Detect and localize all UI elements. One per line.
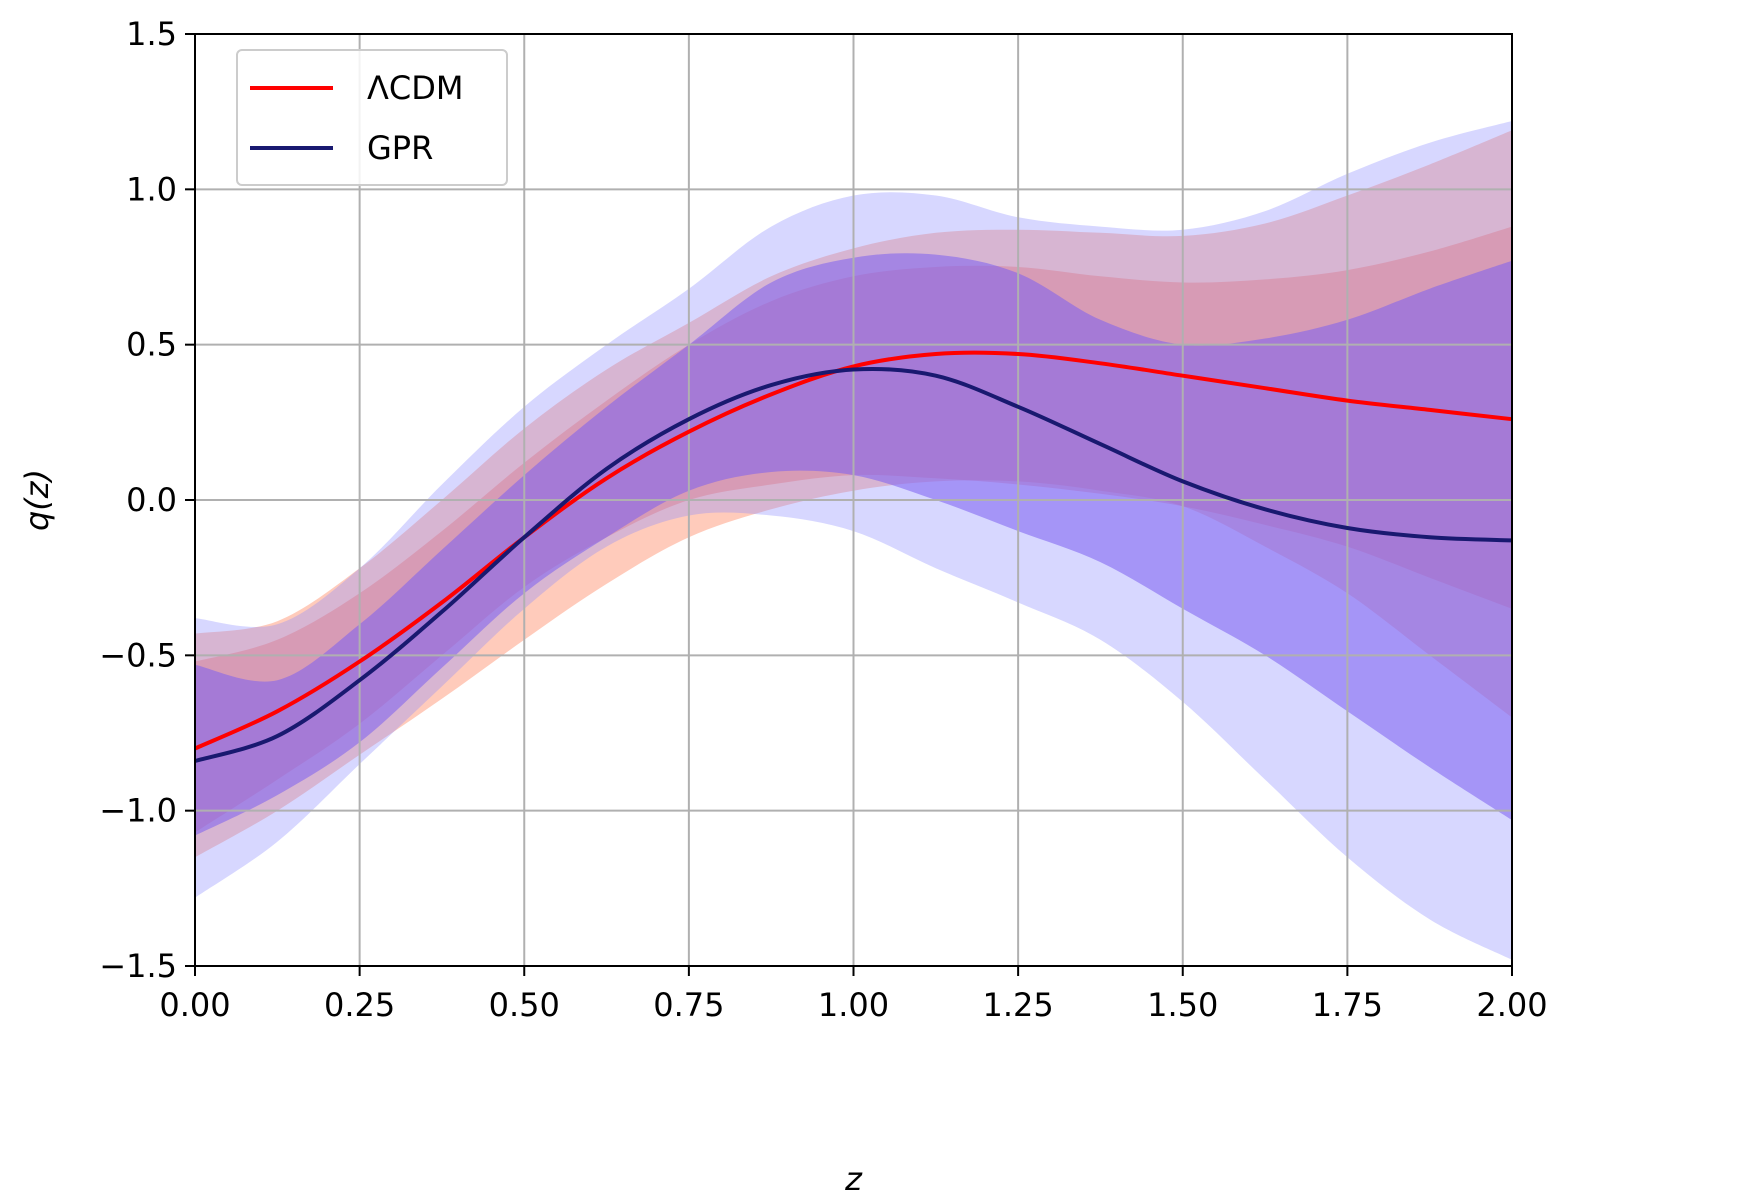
y-tick-label: 1.5 bbox=[126, 15, 177, 53]
x-tick-label: 1.25 bbox=[983, 986, 1054, 1024]
y-tick-label: −1.5 bbox=[99, 947, 177, 985]
y-tick-label: 1.0 bbox=[126, 170, 177, 208]
y-tick-label: 0.0 bbox=[126, 481, 177, 519]
x-tick-label: 0.75 bbox=[653, 986, 724, 1024]
x-tick-label: 1.50 bbox=[1147, 986, 1218, 1024]
legend-label-lcdm: ΛCDM bbox=[367, 69, 463, 107]
series-line-gpr bbox=[194, 366, 1513, 763]
legend-label-gpr: GPR bbox=[367, 129, 433, 167]
y-tick-label: −0.5 bbox=[99, 636, 177, 674]
x-tick-label: 1.75 bbox=[1312, 986, 1383, 1024]
series-lines bbox=[194, 350, 1513, 763]
x-axis-label: z bbox=[844, 1160, 863, 1198]
legend: ΛCDM GPR bbox=[236, 49, 508, 186]
y-tick-label: 0.5 bbox=[126, 326, 177, 364]
legend-box bbox=[236, 49, 508, 186]
y-axis-label: q(z) bbox=[18, 469, 56, 531]
x-tick-label: 0.00 bbox=[159, 986, 230, 1024]
axis-ticks: 0.00 0.25 0.50 0.75 1.00 1.25 1.50 1.75 2.00 −1.5… bbox=[99, 15, 1547, 1024]
y-tick-label: −1.0 bbox=[99, 792, 177, 830]
series-line-lcdm bbox=[194, 350, 1513, 751]
x-tick-label: 1.00 bbox=[818, 986, 889, 1024]
x-tick-label: 0.50 bbox=[489, 986, 560, 1024]
x-tick-label: 2.00 bbox=[1476, 986, 1547, 1024]
x-tick-label: 0.25 bbox=[324, 986, 395, 1024]
